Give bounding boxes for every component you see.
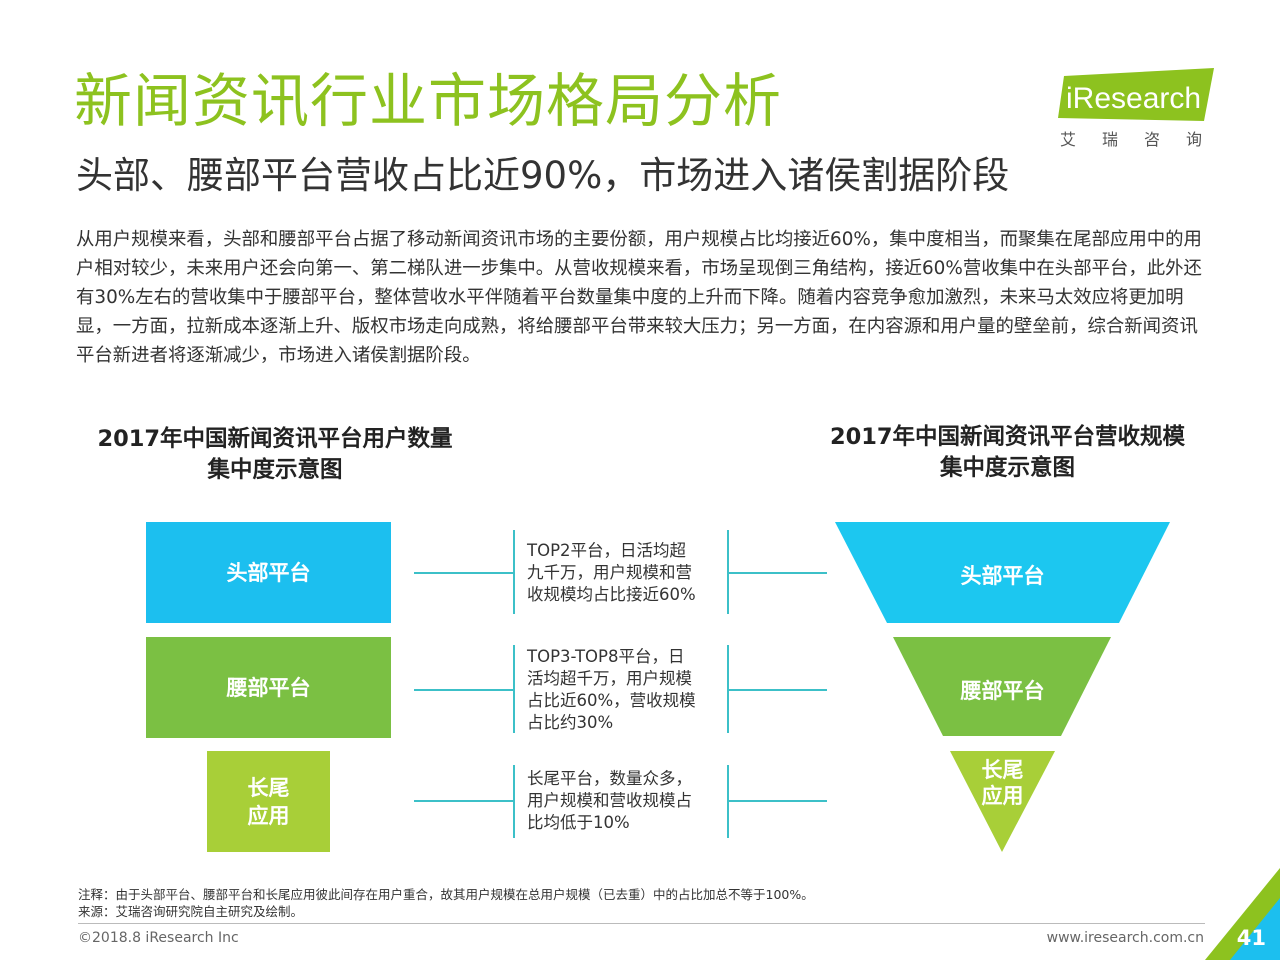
copyright: ©2018.8 iResearch Inc	[78, 930, 239, 946]
footnote: 注释：由于头部平台、腰部平台和长尾应用彼此间存在用户重合，故其用户规模在总用户规…	[78, 887, 814, 902]
right-tier-waist-label: 腰部平台	[960, 679, 1045, 703]
left-tier-waist-label: 腰部平台	[226, 675, 311, 700]
description-line: 占比近60%，营收规模	[527, 691, 696, 710]
description-line: TOP3-TOP8平台，日	[527, 647, 685, 666]
right-tier-tail-label-line1: 长尾	[981, 758, 1024, 782]
page-corner-triangle	[1205, 868, 1280, 960]
page-number: 41	[1236, 926, 1266, 950]
left-chart-title-line1: 2017年中国新闻资讯平台用户数量	[97, 426, 453, 452]
right-tier-head-label: 头部平台	[960, 564, 1045, 588]
connector-line	[727, 689, 827, 691]
connector-line	[414, 689, 514, 691]
right-chart-title-line1: 2017年中国新闻资讯平台营收规模	[829, 424, 1186, 450]
description-line: TOP2平台，日活均超	[527, 541, 687, 560]
triangle-tier-tail	[950, 751, 1055, 852]
footer-divider	[78, 923, 1205, 924]
triangle-tier-waist	[893, 637, 1111, 736]
page-title: 新闻资讯行业市场格局分析	[74, 67, 783, 135]
left-tier-head-label: 头部平台	[226, 560, 311, 585]
description-line: 活均超千万，用户规模	[527, 669, 692, 688]
description-tail: 长尾平台，数量众多， 用户规模和营收规模占 比均低于10%	[527, 768, 692, 834]
website-url: www.iresearch.com.cn	[1046, 930, 1204, 946]
description-line: 占比约30%	[527, 713, 614, 732]
description-line: 九千万，用户规模和营	[527, 563, 692, 582]
description-waist: TOP3-TOP8平台，日 活均超千万，用户规模 占比近60%，营收规模 占比约…	[527, 646, 696, 734]
right-chart-title: 2017年中国新闻资讯平台营收规模 集中度示意图	[800, 422, 1215, 484]
page-subtitle: 头部、腰部平台营收占比近90%，市场进入诸侯割据阶段	[76, 154, 1010, 197]
connector-line	[727, 800, 827, 802]
left-chart-title: 2017年中国新闻资讯平台用户数量 集中度示意图	[70, 424, 480, 486]
body-paragraph: 从用户规模来看，头部和腰部平台占据了移动新闻资讯市场的主要份额，用户规模占比均接…	[76, 229, 1202, 366]
left-tier-tail-box: 长尾 应用	[207, 751, 330, 852]
description-head: TOP2平台，日活均超 九千万，用户规模和营 收规模均占比接近60%	[527, 540, 696, 606]
connector-line	[414, 572, 514, 574]
iresearch-logo: iResearch	[1058, 68, 1214, 121]
left-chart-title-line2: 集中度示意图	[207, 457, 343, 483]
left-tier-waist-box: 腰部平台	[146, 637, 391, 738]
left-tier-tail-label-line2: 应用	[247, 803, 290, 828]
right-tier-tail-label-line2: 应用	[981, 784, 1024, 808]
right-chart-title-line2: 集中度示意图	[939, 455, 1075, 481]
description-line: 用户规模和营收规模占	[527, 791, 692, 810]
right-tier-tail-label: 长尾 应用	[950, 757, 1055, 809]
logo-text: iResearch	[1066, 82, 1201, 115]
revenue-inverted-triangle	[835, 522, 1170, 852]
description-line: 收规模均占比接近60%	[527, 585, 696, 604]
connector-line	[414, 800, 514, 802]
source-note: 来源：艾瑞咨询研究院自主研究及绘制。	[78, 904, 304, 919]
left-tier-tail-label-line1: 长尾	[247, 775, 290, 800]
description-line: 长尾平台，数量众多，	[527, 769, 692, 788]
triangle-tier-head	[835, 522, 1170, 623]
logo-chinese-name: 艾瑞咨询	[1060, 130, 1229, 149]
left-tier-head-box: 头部平台	[146, 522, 391, 623]
description-line: 比均低于10%	[527, 813, 630, 832]
connector-line	[727, 572, 827, 574]
